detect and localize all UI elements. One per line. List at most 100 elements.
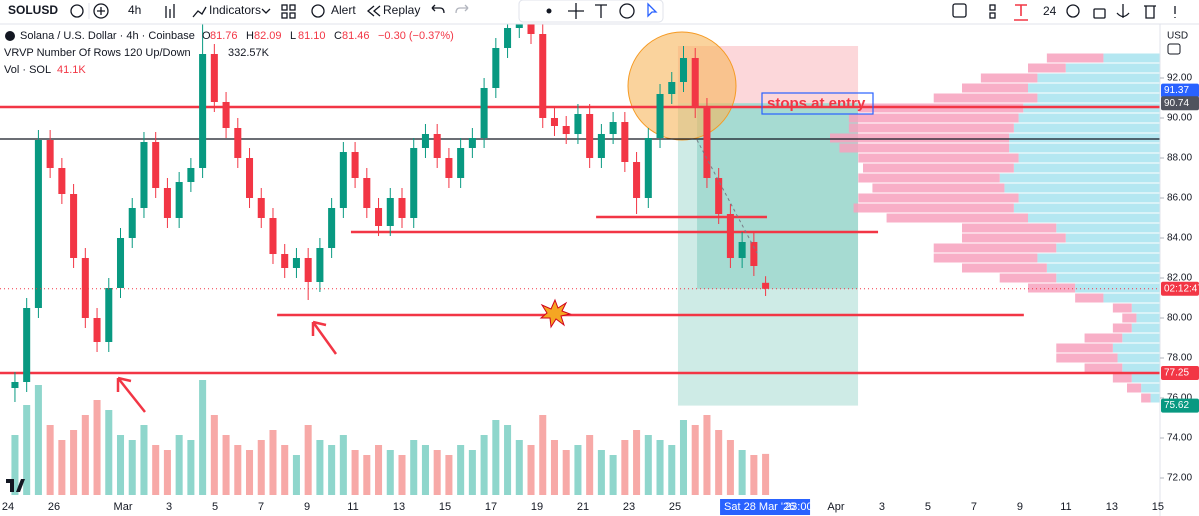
- volume-bar: [140, 425, 148, 495]
- candle-body: [668, 82, 676, 94]
- volume-bar: [163, 450, 171, 495]
- text-color-tool[interactable]: [1014, 4, 1028, 21]
- template-tool[interactable]: [989, 4, 996, 11]
- vrvp-down: [1028, 63, 1066, 73]
- volume-bar: [586, 435, 594, 495]
- undo-button[interactable]: [431, 4, 445, 14]
- vrvp-up: [1131, 323, 1160, 333]
- candle-body: [70, 194, 78, 258]
- vrvp-down: [962, 233, 1066, 243]
- highlight-circle[interactable]: [627, 31, 737, 141]
- volume-value: 41.1K: [57, 64, 86, 76]
- lock-tool[interactable]: [1093, 8, 1106, 19]
- vrvp-up: [1046, 263, 1160, 273]
- explosion-icon[interactable]: [539, 298, 572, 329]
- candle-body: [281, 254, 289, 268]
- volume-bar: [715, 430, 723, 495]
- lock-icon[interactable]: [1167, 43, 1181, 55]
- symbol[interactable]: SOLUSD: [8, 3, 58, 17]
- volume-bar: [562, 450, 570, 495]
- candle-body: [644, 138, 652, 198]
- candle-body: [210, 54, 218, 102]
- vrvp-up: [1141, 383, 1160, 393]
- vrvp-up: [1028, 83, 1160, 93]
- price-tag: [1161, 83, 1199, 98]
- dropdown-icon[interactable]: [261, 8, 271, 14]
- x-tick-label: 7: [971, 501, 977, 513]
- font-size[interactable]: 24: [1043, 4, 1057, 18]
- compare-button[interactable]: [93, 3, 109, 19]
- candle-body: [58, 168, 66, 194]
- delete-tool[interactable]: [1144, 5, 1156, 19]
- y-tick-label: 82.00: [1167, 273, 1192, 284]
- indicators-button[interactable]: Indicators: [209, 3, 261, 17]
- volume-bar: [457, 445, 465, 495]
- layouts-icon[interactable]: [281, 4, 288, 11]
- interval[interactable]: 4h: [128, 3, 141, 17]
- vrvp-down: [1112, 303, 1132, 313]
- arrow[interactable]: [116, 376, 146, 413]
- volume-bar: [679, 420, 688, 495]
- x-tick-label: 24: [2, 501, 14, 513]
- cursor-tool[interactable]: [647, 2, 658, 18]
- volume-bar: [480, 435, 488, 495]
- text-tool[interactable]: [595, 4, 607, 18]
- symbol-icon[interactable]: [70, 4, 84, 18]
- cross-tool[interactable]: [568, 3, 584, 19]
- volume-bar: [386, 450, 394, 495]
- candle-body: [656, 94, 664, 138]
- x-tick-label: 26: [48, 501, 60, 513]
- x-tick-label: 9: [304, 501, 310, 513]
- candle-body: [222, 102, 230, 128]
- alert-button[interactable]: Alert: [331, 3, 356, 17]
- candle-body: [351, 152, 359, 178]
- candle-body: [316, 248, 324, 282]
- fill-tool[interactable]: [952, 3, 967, 18]
- volume-bar: [410, 440, 418, 495]
- volume-bar: [445, 455, 453, 495]
- vrvp-down: [853, 203, 1014, 213]
- arrow[interactable]: [311, 320, 338, 355]
- volume-bar: [46, 425, 54, 495]
- candle-body: [81, 258, 89, 318]
- volume-bar: [644, 435, 652, 495]
- annotation-box[interactable]: [761, 92, 874, 115]
- x-tick-label: 17: [485, 501, 497, 513]
- volume-bar: [750, 455, 758, 495]
- vrvp-up: [1018, 113, 1160, 123]
- vrvp-up: [1131, 373, 1160, 383]
- candle-body: [492, 48, 500, 88]
- ohlc-change: −0.30 (−0.37%): [378, 30, 454, 42]
- vrvp-down: [848, 113, 1019, 123]
- anchor-tool[interactable]: [1116, 4, 1130, 18]
- cursor-date-bg: [720, 499, 811, 515]
- layouts-icon: [281, 12, 288, 19]
- redo-button[interactable]: [455, 4, 469, 14]
- dot-tool[interactable]: [546, 8, 552, 14]
- vrvp-label[interactable]: VRVP Number Of Rows 120 Up/Down: [4, 47, 191, 59]
- volume-bar: [421, 445, 429, 495]
- replay-icon[interactable]: [366, 5, 381, 17]
- vrvp-up: [1013, 203, 1160, 213]
- chart-type-icon[interactable]: [165, 4, 175, 18]
- settings-tool[interactable]: [1066, 4, 1080, 18]
- x-tick-label: 13: [1106, 501, 1118, 513]
- volume-label[interactable]: Vol · SOL: [4, 64, 51, 76]
- alert-icon[interactable]: [311, 4, 325, 18]
- candle-body: [34, 140, 42, 308]
- candle-body: [421, 134, 429, 148]
- candle-body: [339, 152, 347, 208]
- annotation-text: stops at entry: [767, 95, 866, 112]
- candle-body: [140, 142, 148, 208]
- ohlc-value: 81.46: [342, 30, 370, 42]
- indicators-icon[interactable]: [192, 6, 207, 18]
- vrvp-up: [1075, 283, 1160, 293]
- volume-bar: [105, 410, 113, 495]
- vrvp-up: [1028, 213, 1160, 223]
- vrvp-up: [1056, 273, 1160, 283]
- vrvp-up: [1122, 333, 1160, 343]
- vrvp-down: [999, 273, 1057, 283]
- play-tool[interactable]: [619, 3, 635, 19]
- candle-body: [609, 122, 617, 134]
- replay-button[interactable]: Replay: [383, 3, 420, 17]
